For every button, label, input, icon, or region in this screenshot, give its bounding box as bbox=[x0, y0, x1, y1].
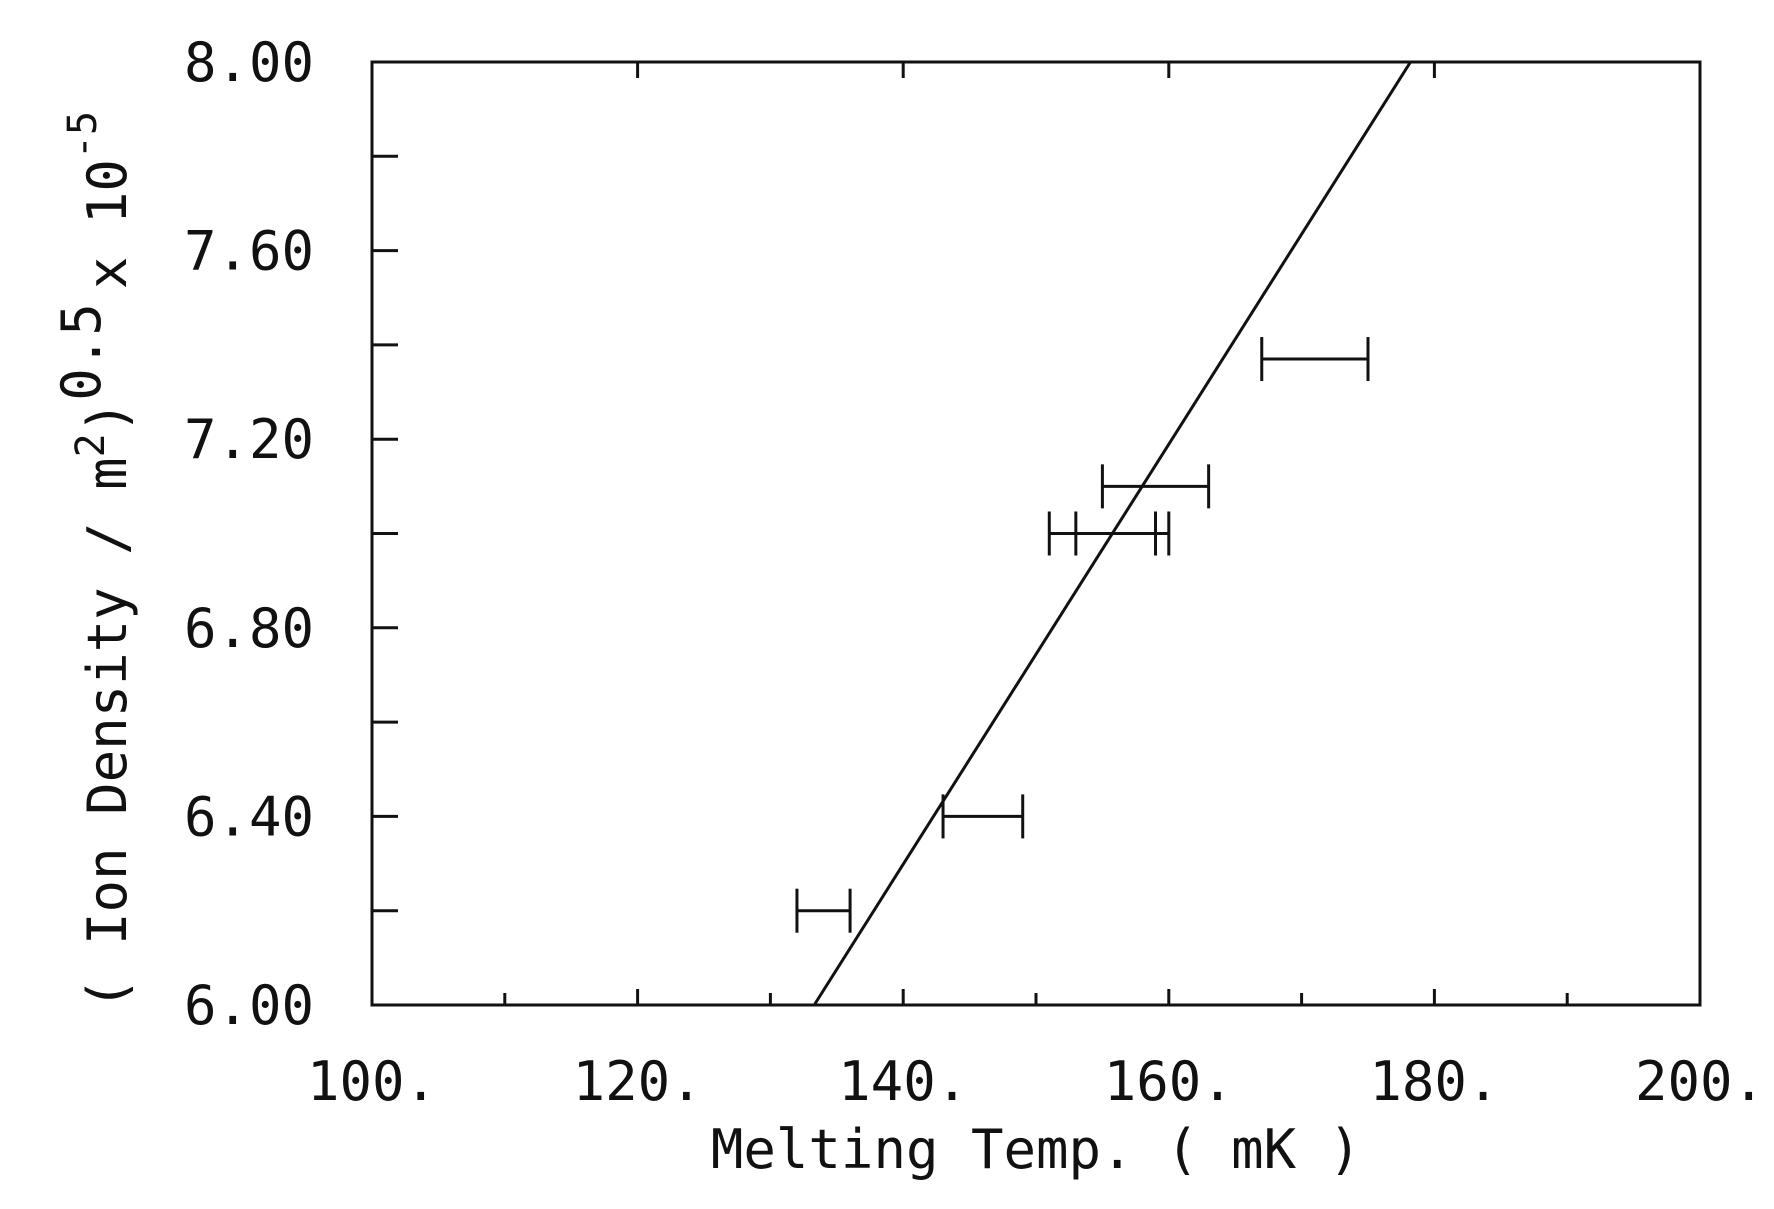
y-axis-title-main: ( Ion Density / m bbox=[76, 457, 139, 1010]
y-tick-label: 8.00 bbox=[184, 31, 314, 94]
y-axis-title: ( Ion Density / m2)0.5 x 10-5 bbox=[50, 111, 139, 1010]
x-tick-label: 140. bbox=[838, 1050, 968, 1113]
y-tick-label: 6.40 bbox=[184, 785, 314, 848]
y-tick-label: 7.20 bbox=[184, 408, 314, 471]
y-axis-title-times: x 10 bbox=[76, 159, 139, 289]
x-tick-label: 120. bbox=[573, 1050, 703, 1113]
error-bar-point bbox=[795, 888, 852, 933]
error-bar-point bbox=[941, 794, 1025, 839]
axis-ticks bbox=[370, 60, 1702, 1007]
y-axis-title-power: 0.5 bbox=[50, 303, 113, 401]
x-tick-labels: 100. 120. 140. 160. 180. 200. bbox=[307, 1050, 1765, 1113]
plot-frame bbox=[370, 60, 1702, 1007]
y-tick-label: 6.80 bbox=[184, 597, 314, 660]
x-axis-title: Melting Temp. ( mK ) bbox=[711, 1118, 1361, 1181]
error-bar-point bbox=[1074, 511, 1158, 556]
x-tick-label: 160. bbox=[1104, 1050, 1234, 1113]
x-tick-label: 180. bbox=[1369, 1050, 1499, 1113]
x-tick-label: 100. bbox=[307, 1050, 437, 1113]
y-axis-title-close: ) bbox=[76, 401, 139, 434]
y-tick-label: 6.00 bbox=[184, 974, 314, 1037]
y-tick-labels: 6.00 6.40 6.80 7.20 7.60 8.00 bbox=[184, 31, 314, 1037]
error-bar-point bbox=[1260, 337, 1370, 382]
y-axis-title-square: 2 bbox=[68, 433, 114, 457]
error-bar-point bbox=[1100, 464, 1211, 509]
y-tick-label: 7.60 bbox=[184, 220, 314, 283]
data-points bbox=[795, 337, 1370, 933]
y-axis-title-exponent: -5 bbox=[60, 111, 106, 159]
x-tick-label: 200. bbox=[1635, 1050, 1765, 1113]
